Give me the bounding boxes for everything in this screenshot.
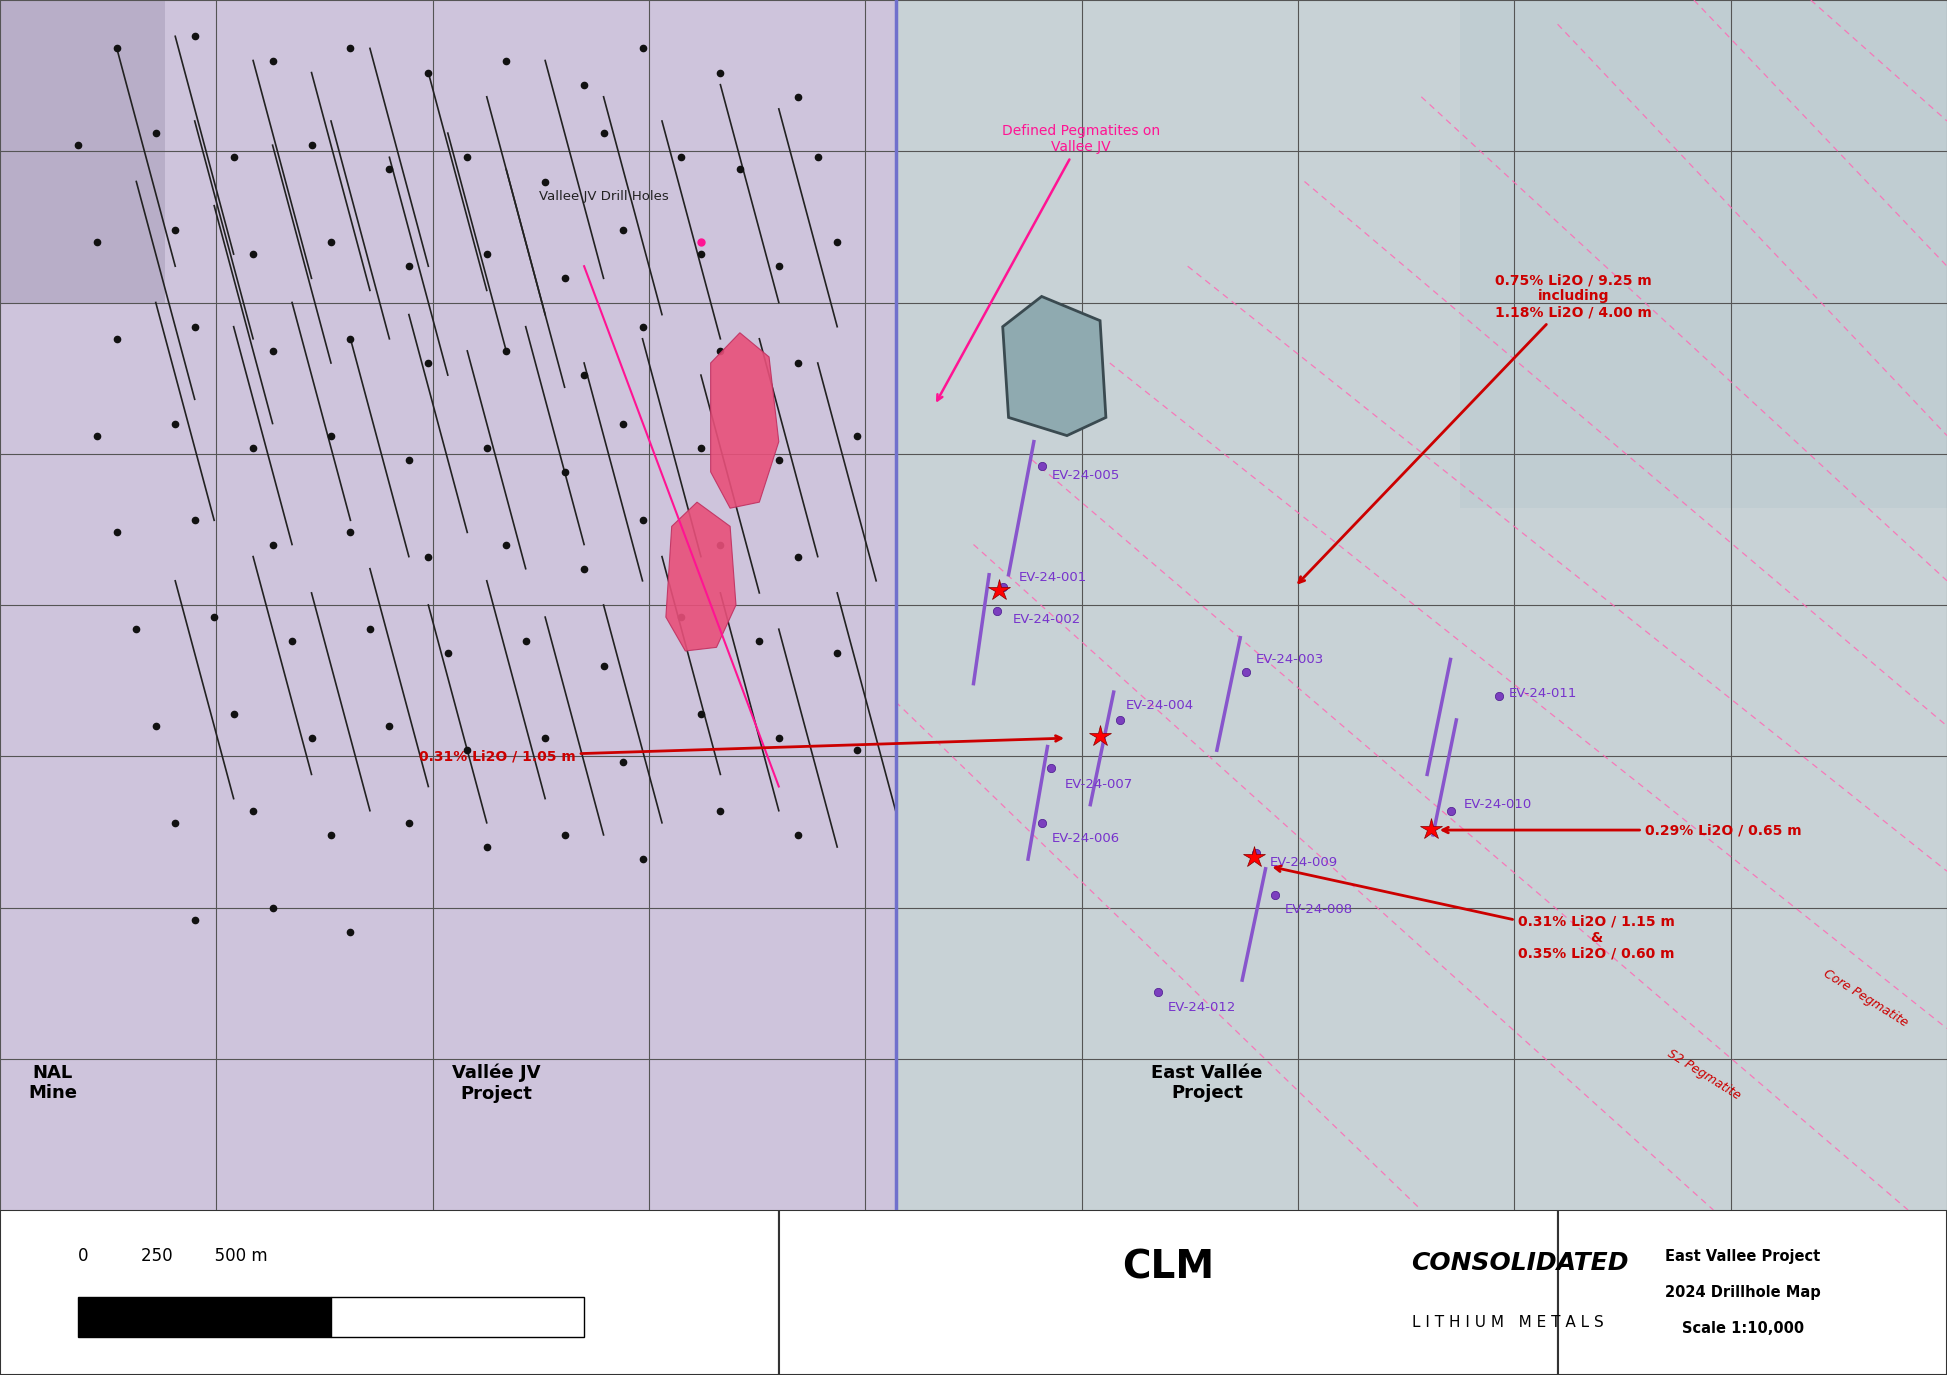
FancyBboxPatch shape	[0, 0, 896, 1210]
Text: Scale 1:10,000: Scale 1:10,000	[1682, 1321, 1803, 1336]
Polygon shape	[711, 333, 779, 509]
Text: NAL
Mine: NAL Mine	[27, 1063, 78, 1103]
Text: EV-24-011: EV-24-011	[1509, 688, 1577, 700]
Text: L I T H I U M   M E T A L S: L I T H I U M M E T A L S	[1412, 1314, 1602, 1330]
Text: CONSOLIDATED: CONSOLIDATED	[1412, 1251, 1630, 1275]
Text: 0.31% Li2O / 1.15 m
&
0.35% Li2O / 0.60 m: 0.31% Li2O / 1.15 m & 0.35% Li2O / 0.60 …	[1275, 866, 1674, 961]
Text: EV-24-002: EV-24-002	[1012, 613, 1081, 626]
Text: EV-24-004: EV-24-004	[1125, 698, 1194, 712]
Text: East Vallée
Project: East Vallée Project	[1151, 1063, 1264, 1103]
FancyBboxPatch shape	[331, 1298, 584, 1336]
Text: EV-24-005: EV-24-005	[1051, 469, 1120, 483]
Text: S2 Pegmatite: S2 Pegmatite	[1665, 1046, 1743, 1103]
FancyBboxPatch shape	[0, 1210, 1947, 1375]
FancyBboxPatch shape	[779, 1210, 1558, 1375]
Text: 0.29% Li2O / 0.65 m: 0.29% Li2O / 0.65 m	[1443, 824, 1801, 837]
Polygon shape	[666, 502, 736, 650]
FancyBboxPatch shape	[78, 1298, 331, 1336]
Text: 2024 Drillhole Map: 2024 Drillhole Map	[1665, 1286, 1820, 1299]
Text: EV-24-007: EV-24-007	[1065, 778, 1133, 791]
Text: 0          250        500 m: 0 250 500 m	[78, 1247, 267, 1265]
FancyBboxPatch shape	[1558, 1210, 1947, 1375]
Polygon shape	[1003, 297, 1106, 436]
Text: CLM: CLM	[1121, 1248, 1215, 1287]
Text: East Vallee Project: East Vallee Project	[1665, 1248, 1820, 1264]
FancyBboxPatch shape	[0, 1210, 779, 1375]
Text: EV-24-003: EV-24-003	[1256, 653, 1324, 666]
Text: EV-24-009: EV-24-009	[1269, 857, 1338, 869]
Text: Defined Pegmatites on
Vallee JV: Defined Pegmatites on Vallee JV	[937, 124, 1160, 400]
Text: EV-24-008: EV-24-008	[1285, 903, 1353, 916]
FancyBboxPatch shape	[896, 0, 1947, 1210]
Text: Vallee JV Drill Holes: Vallee JV Drill Holes	[539, 190, 668, 202]
Text: Core Pegmatite: Core Pegmatite	[1820, 967, 1910, 1030]
Text: EV-24-001: EV-24-001	[1018, 571, 1086, 583]
FancyBboxPatch shape	[1460, 0, 1947, 509]
Text: EV-24-012: EV-24-012	[1168, 1001, 1236, 1015]
FancyBboxPatch shape	[0, 0, 165, 302]
Text: Vallée JV
Project: Vallée JV Project	[452, 1063, 541, 1103]
Text: 0.75% Li2O / 9.25 m
including
1.18% Li2O / 4.00 m: 0.75% Li2O / 9.25 m including 1.18% Li2O…	[1299, 274, 1651, 583]
Text: EV-24-010: EV-24-010	[1464, 798, 1532, 811]
Text: EV-24-006: EV-24-006	[1051, 832, 1120, 846]
Text: 0.31% Li2O / 1.05 m: 0.31% Li2O / 1.05 m	[419, 736, 1061, 763]
